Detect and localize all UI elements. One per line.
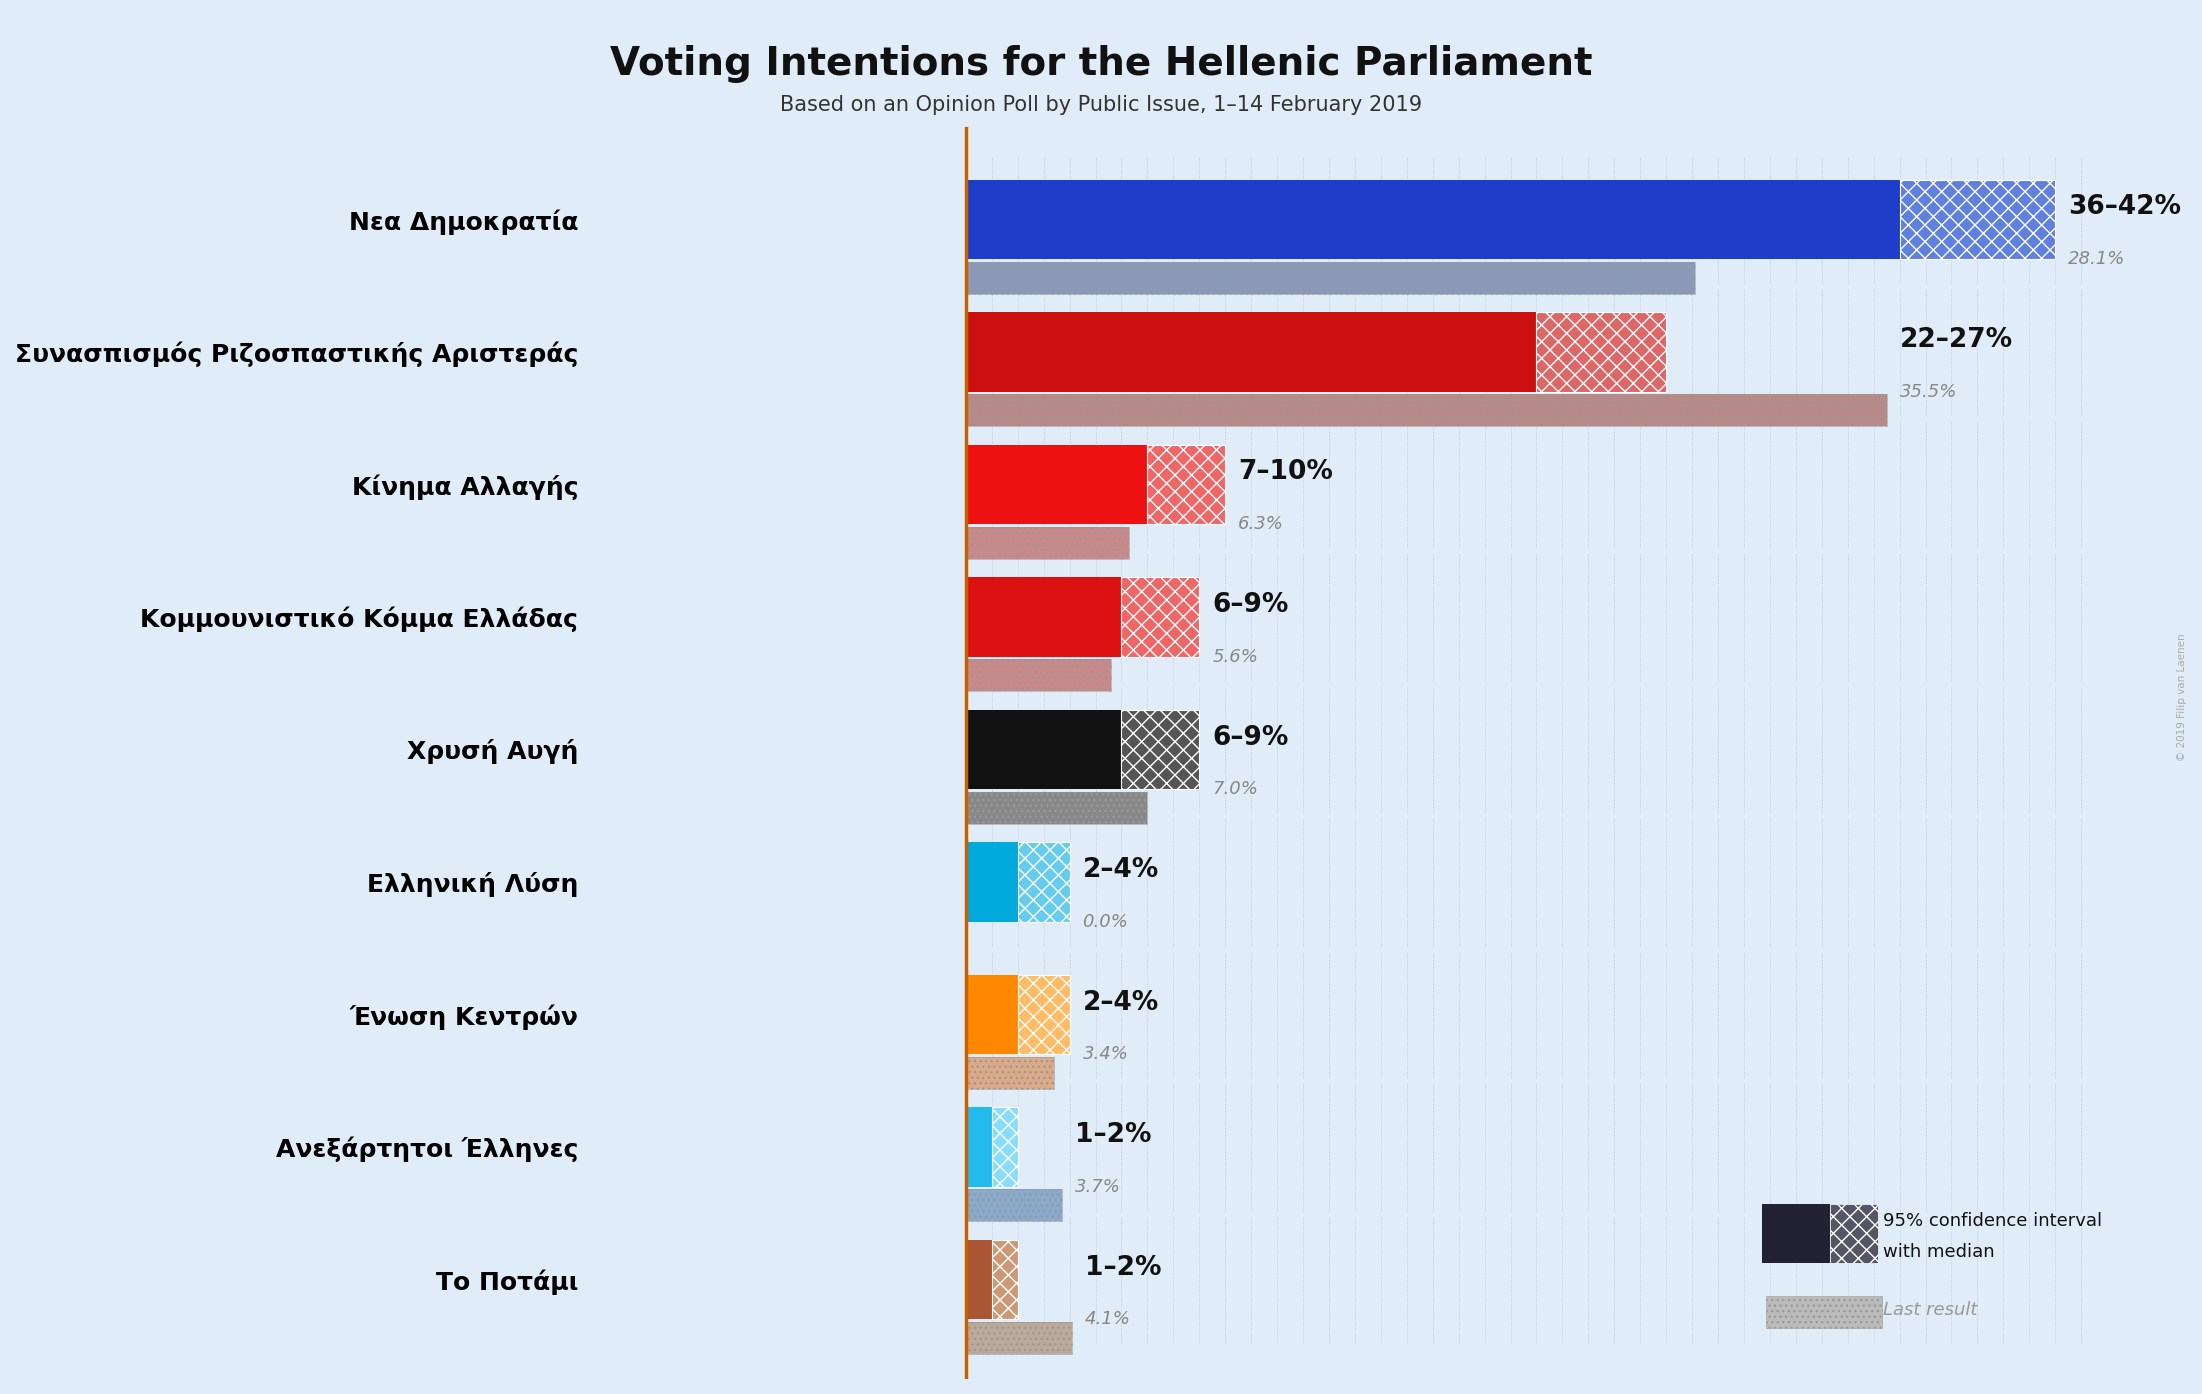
Bar (1017, 974, 1070, 1054)
Text: 28.1%: 28.1% (2068, 250, 2125, 268)
Bar (967, 1189, 1061, 1221)
Bar (967, 395, 1887, 427)
Text: 3.4%: 3.4% (1083, 1046, 1127, 1064)
Bar (1147, 445, 1224, 524)
Bar (1121, 577, 1200, 657)
Bar (1121, 710, 1200, 789)
Bar (967, 659, 1112, 691)
Bar (1017, 842, 1070, 921)
Bar (1900, 180, 2054, 259)
Text: with median: with median (1883, 1243, 1995, 1260)
Bar (991, 1107, 1017, 1186)
Text: 1–2%: 1–2% (1086, 1255, 1163, 1281)
Bar (1017, 974, 1070, 1054)
Bar (967, 1107, 991, 1186)
Text: Voting Intentions for the Hellenic Parliament: Voting Intentions for the Hellenic Parli… (610, 45, 1592, 82)
Bar (967, 1322, 1072, 1354)
Bar (967, 1189, 1061, 1221)
Bar (967, 710, 1121, 789)
Bar (991, 1239, 1017, 1319)
Bar (967, 395, 1887, 427)
Bar (967, 1057, 1055, 1089)
Text: 2–4%: 2–4% (1083, 990, 1158, 1016)
Text: © 2019 Filip van Laenen: © 2019 Filip van Laenen (2176, 633, 2187, 761)
Text: 6–9%: 6–9% (1213, 725, 1288, 750)
Text: Based on an Opinion Poll by Public Issue, 1–14 February 2019: Based on an Opinion Poll by Public Issue… (780, 95, 1422, 114)
Bar (967, 1057, 1055, 1089)
Bar (967, 577, 1121, 657)
Text: 7–10%: 7–10% (1238, 460, 1332, 485)
Bar (1017, 842, 1070, 921)
Bar (967, 792, 1147, 824)
Bar (967, 1239, 991, 1319)
Bar (1900, 180, 2054, 259)
Text: 95% confidence interval: 95% confidence interval (1883, 1213, 2103, 1230)
Bar (967, 445, 1147, 524)
Bar (967, 1322, 1072, 1354)
Text: 6.3%: 6.3% (1238, 516, 1284, 533)
Text: 3.7%: 3.7% (1075, 1178, 1121, 1196)
Text: 5.6%: 5.6% (1213, 648, 1257, 666)
Bar (967, 262, 1696, 294)
Bar (1121, 577, 1200, 657)
Text: Last result: Last result (1883, 1302, 1977, 1319)
Text: 7.0%: 7.0% (1213, 781, 1257, 799)
Bar (967, 842, 1017, 921)
Bar (1537, 312, 1667, 392)
Text: 36–42%: 36–42% (2068, 194, 2182, 220)
Bar (967, 792, 1147, 824)
Bar (967, 527, 1130, 559)
Bar (991, 1107, 1017, 1186)
Text: 22–27%: 22–27% (1900, 328, 2013, 353)
Text: 2–4%: 2–4% (1083, 857, 1158, 882)
Bar (991, 1239, 1017, 1319)
Bar (967, 974, 1017, 1054)
Text: 0.0%: 0.0% (1083, 913, 1127, 931)
Bar (1537, 312, 1667, 392)
Bar (967, 659, 1112, 691)
Bar (967, 262, 1696, 294)
Text: 4.1%: 4.1% (1086, 1310, 1132, 1328)
Bar (967, 180, 1900, 259)
Text: 6–9%: 6–9% (1213, 592, 1288, 618)
Bar (1121, 710, 1200, 789)
Bar (1147, 445, 1224, 524)
Bar (967, 312, 1537, 392)
Text: 35.5%: 35.5% (1900, 382, 1958, 400)
Text: 1–2%: 1–2% (1075, 1122, 1152, 1149)
Bar (967, 527, 1130, 559)
